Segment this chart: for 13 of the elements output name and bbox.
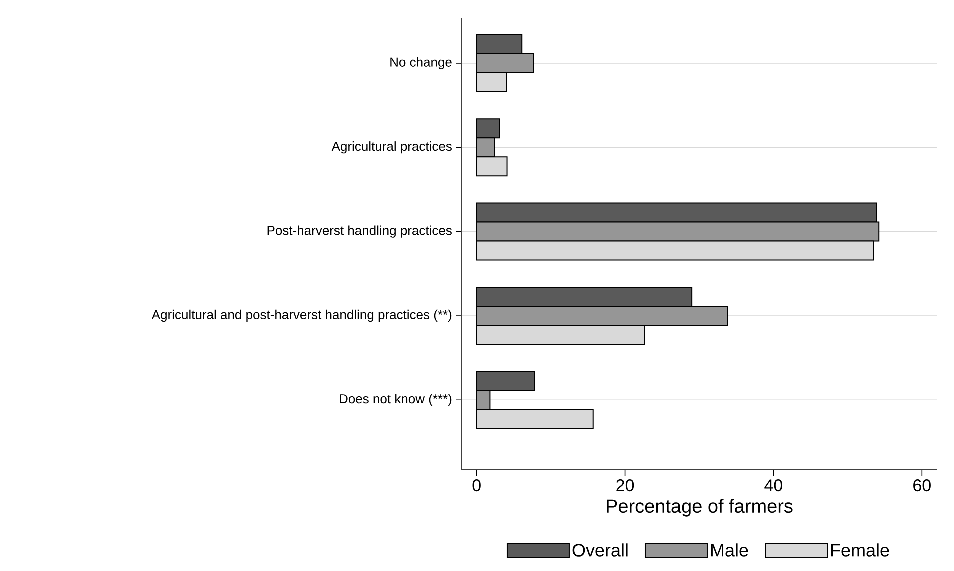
x-tick-label: 60 <box>914 480 931 492</box>
x-tick-label: 0 <box>472 480 481 492</box>
y-tick-label: Post-harverst handling practices <box>268 226 452 238</box>
legend-label: Female <box>831 544 890 557</box>
legend-label: Male <box>711 544 748 557</box>
y-tick-label: Agricultural and post-harverst handling practices (**) <box>152 310 452 322</box>
x-axis-title: Percentage of farmers <box>607 499 793 517</box>
y-tick-label: Does not know (***) <box>340 394 452 406</box>
x-tick-label: 20 <box>616 480 634 492</box>
y-tick-label: Agricultural practices <box>332 142 452 154</box>
y-tick-label: No change <box>390 57 452 70</box>
legend-label: Overall <box>572 544 628 557</box>
x-tick-label: 40 <box>764 480 783 492</box>
